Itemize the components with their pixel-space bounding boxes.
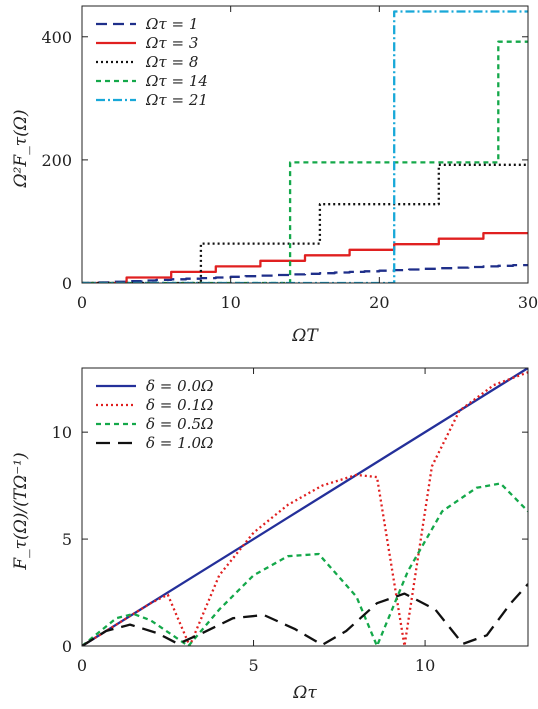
legend-entry-label: δ = 0.0Ω <box>146 377 213 395</box>
legend-entry-label: δ = 0.1Ω <box>146 396 213 414</box>
series-line-2 <box>82 371 528 646</box>
y-tick-label: 10 <box>52 423 72 442</box>
y-tick-label: 0 <box>62 637 72 656</box>
series-line-1 <box>82 263 528 283</box>
legend-entry-label: Ωτ = 1 <box>145 15 198 33</box>
y-axis-label: Ω²F_τ(Ω) <box>11 110 31 189</box>
x-tick-label: 30 <box>518 293 538 312</box>
legend-entry-label: δ = 1.0Ω <box>146 434 213 452</box>
series-group <box>82 368 528 646</box>
series-line-4 <box>82 583 528 646</box>
legend: δ = 0.0Ωδ = 0.1Ωδ = 0.5Ωδ = 1.0Ω <box>96 377 213 452</box>
series-line-5 <box>82 10 528 283</box>
y-tick-label: 400 <box>41 28 72 47</box>
series-group <box>82 10 528 283</box>
series-line-3 <box>82 163 528 283</box>
legend-entry-label: Ωτ = 14 <box>145 72 208 90</box>
series-line-2 <box>82 231 528 283</box>
x-axis-label: ΩT <box>291 326 319 346</box>
x-axis-label: Ωτ <box>292 683 317 703</box>
legend-entry-label: Ωτ = 3 <box>145 34 198 52</box>
y-tick-label: 0 <box>62 274 72 293</box>
plot-frame <box>81 5 529 284</box>
plot-frame <box>81 367 529 647</box>
y-tick-label: 200 <box>41 151 72 170</box>
x-tick-label: 10 <box>220 293 240 312</box>
x-tick-label: 20 <box>369 293 389 312</box>
x-tick-label: 0 <box>77 293 87 312</box>
legend-entry-label: Ωτ = 8 <box>145 53 198 71</box>
legend-entry-label: Ωτ = 21 <box>145 91 208 109</box>
y-axis-label: F_τ(Ω)/(TΩ⁻¹) <box>11 452 31 570</box>
y-tick-label: 5 <box>62 530 72 549</box>
legend-entry-label: δ = 0.5Ω <box>146 415 213 433</box>
x-tick-label: 0 <box>77 656 87 675</box>
x-tick-label: 5 <box>248 656 258 675</box>
x-tick-label: 10 <box>415 656 435 675</box>
